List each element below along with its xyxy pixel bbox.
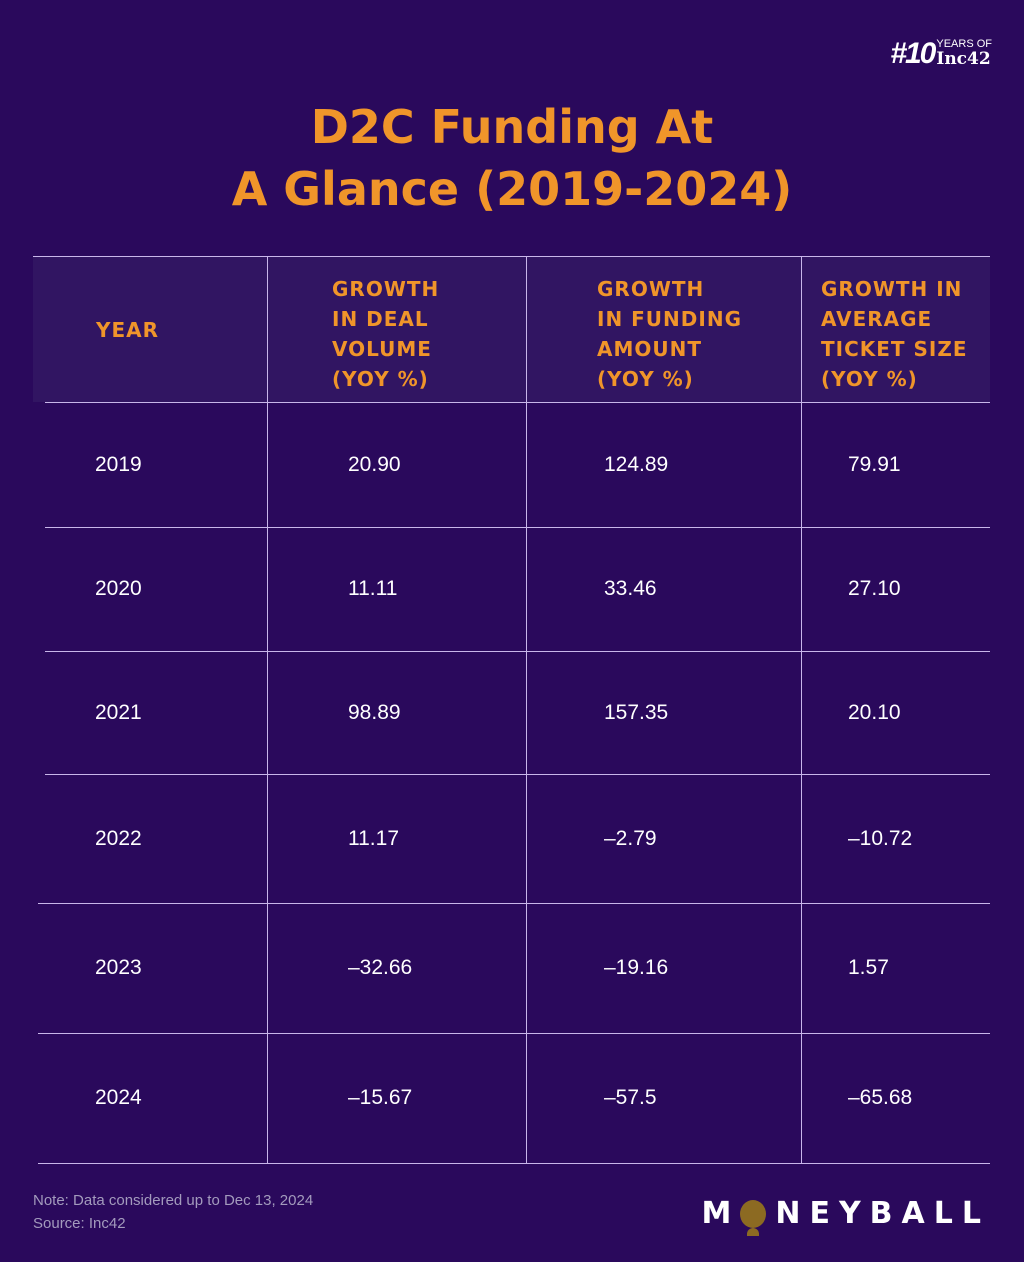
brand-line1: YEARS OF [936, 38, 992, 50]
moneyball-logo: M NEYBALL [701, 1196, 990, 1236]
funding-table: YEAR GROWTH IN DEAL VOLUME (YOY %) GROWTH … [33, 256, 990, 1164]
value-cell: 1.57 [848, 956, 889, 979]
footnote: Note: Data considered up to Dec 13, 2024… [33, 1189, 313, 1235]
value-cell: 79.91 [848, 452, 901, 476]
brand-number: #10 [890, 37, 936, 70]
table-header [33, 256, 990, 402]
value-cell: 11.17 [348, 826, 399, 850]
value-cell: 98.89 [348, 700, 401, 724]
value-cell: –65.68 [848, 1086, 913, 1109]
value-cell: –15.67 [348, 1086, 413, 1109]
year-cell: 2020 [95, 577, 142, 600]
value-cell: –2.79 [604, 826, 657, 850]
row-divider [45, 402, 990, 403]
page-title: D2C Funding At A Glance (2019-2024) [231, 100, 793, 216]
column-header: GROWTH IN AVERAGE TICKET SIZE (YOY %) [821, 277, 968, 391]
year-cell: 2022 [95, 826, 142, 850]
value-cell: 157.35 [604, 700, 669, 724]
column-header: YEAR [96, 318, 160, 342]
year-cell: 2019 [95, 452, 142, 476]
source-text: Source: Inc42 [33, 1215, 126, 1232]
note-text: Note: Data considered up to Dec 13, 2024 [33, 1192, 314, 1209]
value-cell: 11.11 [348, 577, 398, 600]
year-cell: 2023 [95, 956, 142, 979]
value-cell: –32.66 [348, 956, 413, 979]
ball-icon [740, 1199, 767, 1236]
value-cell: 33.46 [604, 577, 657, 600]
row-divider [38, 1033, 990, 1034]
value-cell: –19.16 [604, 956, 669, 979]
column-divider [526, 256, 527, 1163]
row-divider [38, 1163, 990, 1164]
row-divider [38, 903, 990, 904]
row-divider [45, 527, 990, 528]
brand-line2: Inc42 [936, 49, 991, 69]
value-cell: –57.5 [604, 1086, 657, 1109]
column-header: GROWTH IN FUNDING AMOUNT (YOY %) [597, 277, 742, 391]
inc42-10-years-logo: #10 YEARS OF Inc42 [890, 37, 992, 70]
row-divider [33, 256, 990, 257]
value-cell: –10.72 [848, 826, 913, 850]
value-cell: 20.90 [348, 452, 401, 476]
year-cell: 2024 [95, 1086, 142, 1109]
row-divider [45, 774, 990, 775]
column-divider [801, 256, 802, 1163]
column-divider [267, 256, 268, 1163]
value-cell: 20.10 [848, 700, 901, 724]
value-cell: 27.10 [848, 577, 901, 600]
value-cell: 124.89 [604, 452, 669, 476]
row-divider [45, 651, 990, 652]
year-cell: 2021 [95, 700, 142, 724]
column-header: GROWTH IN DEAL VOLUME (YOY %) [332, 277, 440, 391]
